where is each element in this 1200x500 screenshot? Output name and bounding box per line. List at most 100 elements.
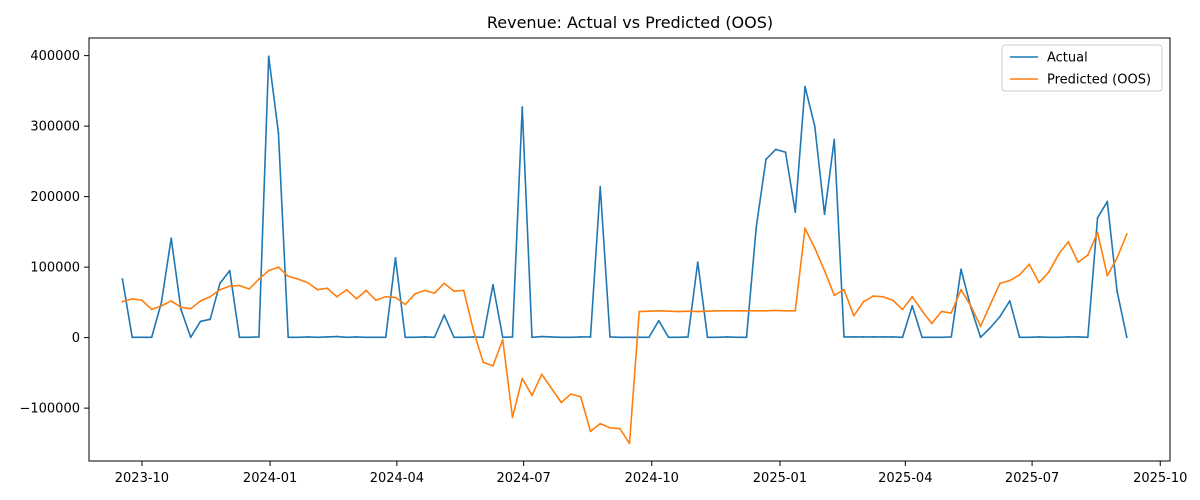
- data-point: [180, 306, 182, 309]
- data-point: [1038, 336, 1040, 338]
- data-point: [394, 257, 397, 259]
- data-point: [960, 288, 962, 291]
- data-point: [784, 151, 787, 154]
- data-point: [345, 288, 348, 291]
- data-point: [921, 336, 923, 339]
- series-1: [121, 227, 1128, 445]
- axes-frame: [88, 37, 1171, 462]
- data-point: [648, 336, 650, 339]
- data-point: [531, 394, 533, 397]
- data-point: [843, 288, 845, 291]
- data-point: [199, 320, 202, 323]
- chart-title: Revenue: Actual vs Predicted (OOS): [487, 13, 773, 32]
- data-point: [384, 336, 387, 339]
- data-point: [1018, 336, 1021, 339]
- data-point: [735, 336, 738, 339]
- data-point: [326, 287, 329, 290]
- data-point: [267, 269, 270, 272]
- data-point: [1125, 233, 1128, 235]
- data-point: [891, 299, 894, 302]
- data-point: [882, 295, 884, 298]
- data-point: [170, 237, 173, 240]
- y-tick-label: 200000: [30, 190, 80, 205]
- data-point: [160, 301, 163, 304]
- data-point: [131, 297, 134, 300]
- data-point: [228, 269, 231, 272]
- data-point: [423, 289, 426, 292]
- data-point: [872, 336, 875, 338]
- data-point: [1028, 336, 1031, 339]
- data-point: [209, 318, 212, 321]
- data-point: [716, 309, 719, 312]
- data-point: [755, 309, 758, 312]
- data-point: [121, 278, 124, 281]
- data-point: [628, 442, 631, 445]
- data-point: [940, 336, 943, 339]
- data-point: [433, 336, 436, 339]
- data-point: [813, 125, 816, 128]
- data-point: [248, 336, 251, 339]
- y-tick-label: 0: [72, 331, 80, 346]
- data-point: [969, 305, 972, 307]
- data-point: [511, 416, 514, 419]
- x-tick-label: 2025-01: [753, 471, 807, 486]
- data-point: [745, 309, 748, 312]
- data-point: [316, 288, 319, 291]
- data-point: [521, 377, 524, 380]
- data-point: [1067, 240, 1070, 243]
- data-point: [657, 319, 660, 322]
- data-point: [852, 314, 855, 317]
- data-point: [960, 268, 962, 271]
- series-line-0: [121, 55, 1128, 339]
- data-point: [774, 309, 777, 312]
- data-point: [755, 226, 758, 228]
- data-point: [882, 336, 884, 338]
- data-point: [872, 295, 875, 297]
- data-point: [648, 310, 650, 313]
- data-point: [570, 336, 572, 339]
- data-point: [219, 282, 221, 285]
- data-point: [901, 308, 904, 311]
- data-point: [121, 300, 124, 303]
- data-point: [160, 305, 163, 307]
- data-point: [150, 308, 153, 311]
- legend: Actual Predicted (OOS): [1001, 44, 1163, 92]
- data-point: [326, 336, 329, 338]
- data-point: [267, 55, 270, 58]
- data-point: [365, 336, 368, 339]
- data-point: [501, 336, 504, 339]
- data-point: [804, 85, 806, 88]
- data-point: [862, 300, 865, 303]
- data-point: [550, 387, 553, 390]
- data-point: [1077, 336, 1079, 338]
- data-point: [891, 336, 894, 338]
- data-point: [375, 336, 377, 339]
- data-point: [901, 336, 904, 339]
- data-point: [443, 282, 446, 285]
- data-point: [813, 247, 816, 249]
- data-point: [979, 325, 982, 328]
- plot-area: [121, 55, 1128, 445]
- data-point: [131, 336, 134, 339]
- data-point: [1116, 290, 1118, 292]
- data-point: [687, 336, 689, 338]
- data-point: [862, 336, 865, 338]
- data-point: [950, 312, 953, 314]
- data-point: [248, 288, 251, 290]
- data-point: [794, 309, 797, 312]
- data-point: [365, 289, 368, 292]
- data-point: [579, 395, 582, 398]
- x-tick-label: 2024-07: [496, 471, 550, 486]
- data-point: [706, 310, 709, 313]
- data-point: [404, 336, 407, 339]
- data-point: [911, 305, 914, 307]
- data-point: [726, 336, 728, 338]
- data-point: [599, 422, 602, 425]
- data-point: [1106, 274, 1109, 277]
- data-point: [745, 336, 748, 339]
- data-point: [336, 335, 338, 338]
- data-point: [765, 309, 767, 312]
- data-point: [1028, 263, 1031, 266]
- data-point: [589, 430, 592, 433]
